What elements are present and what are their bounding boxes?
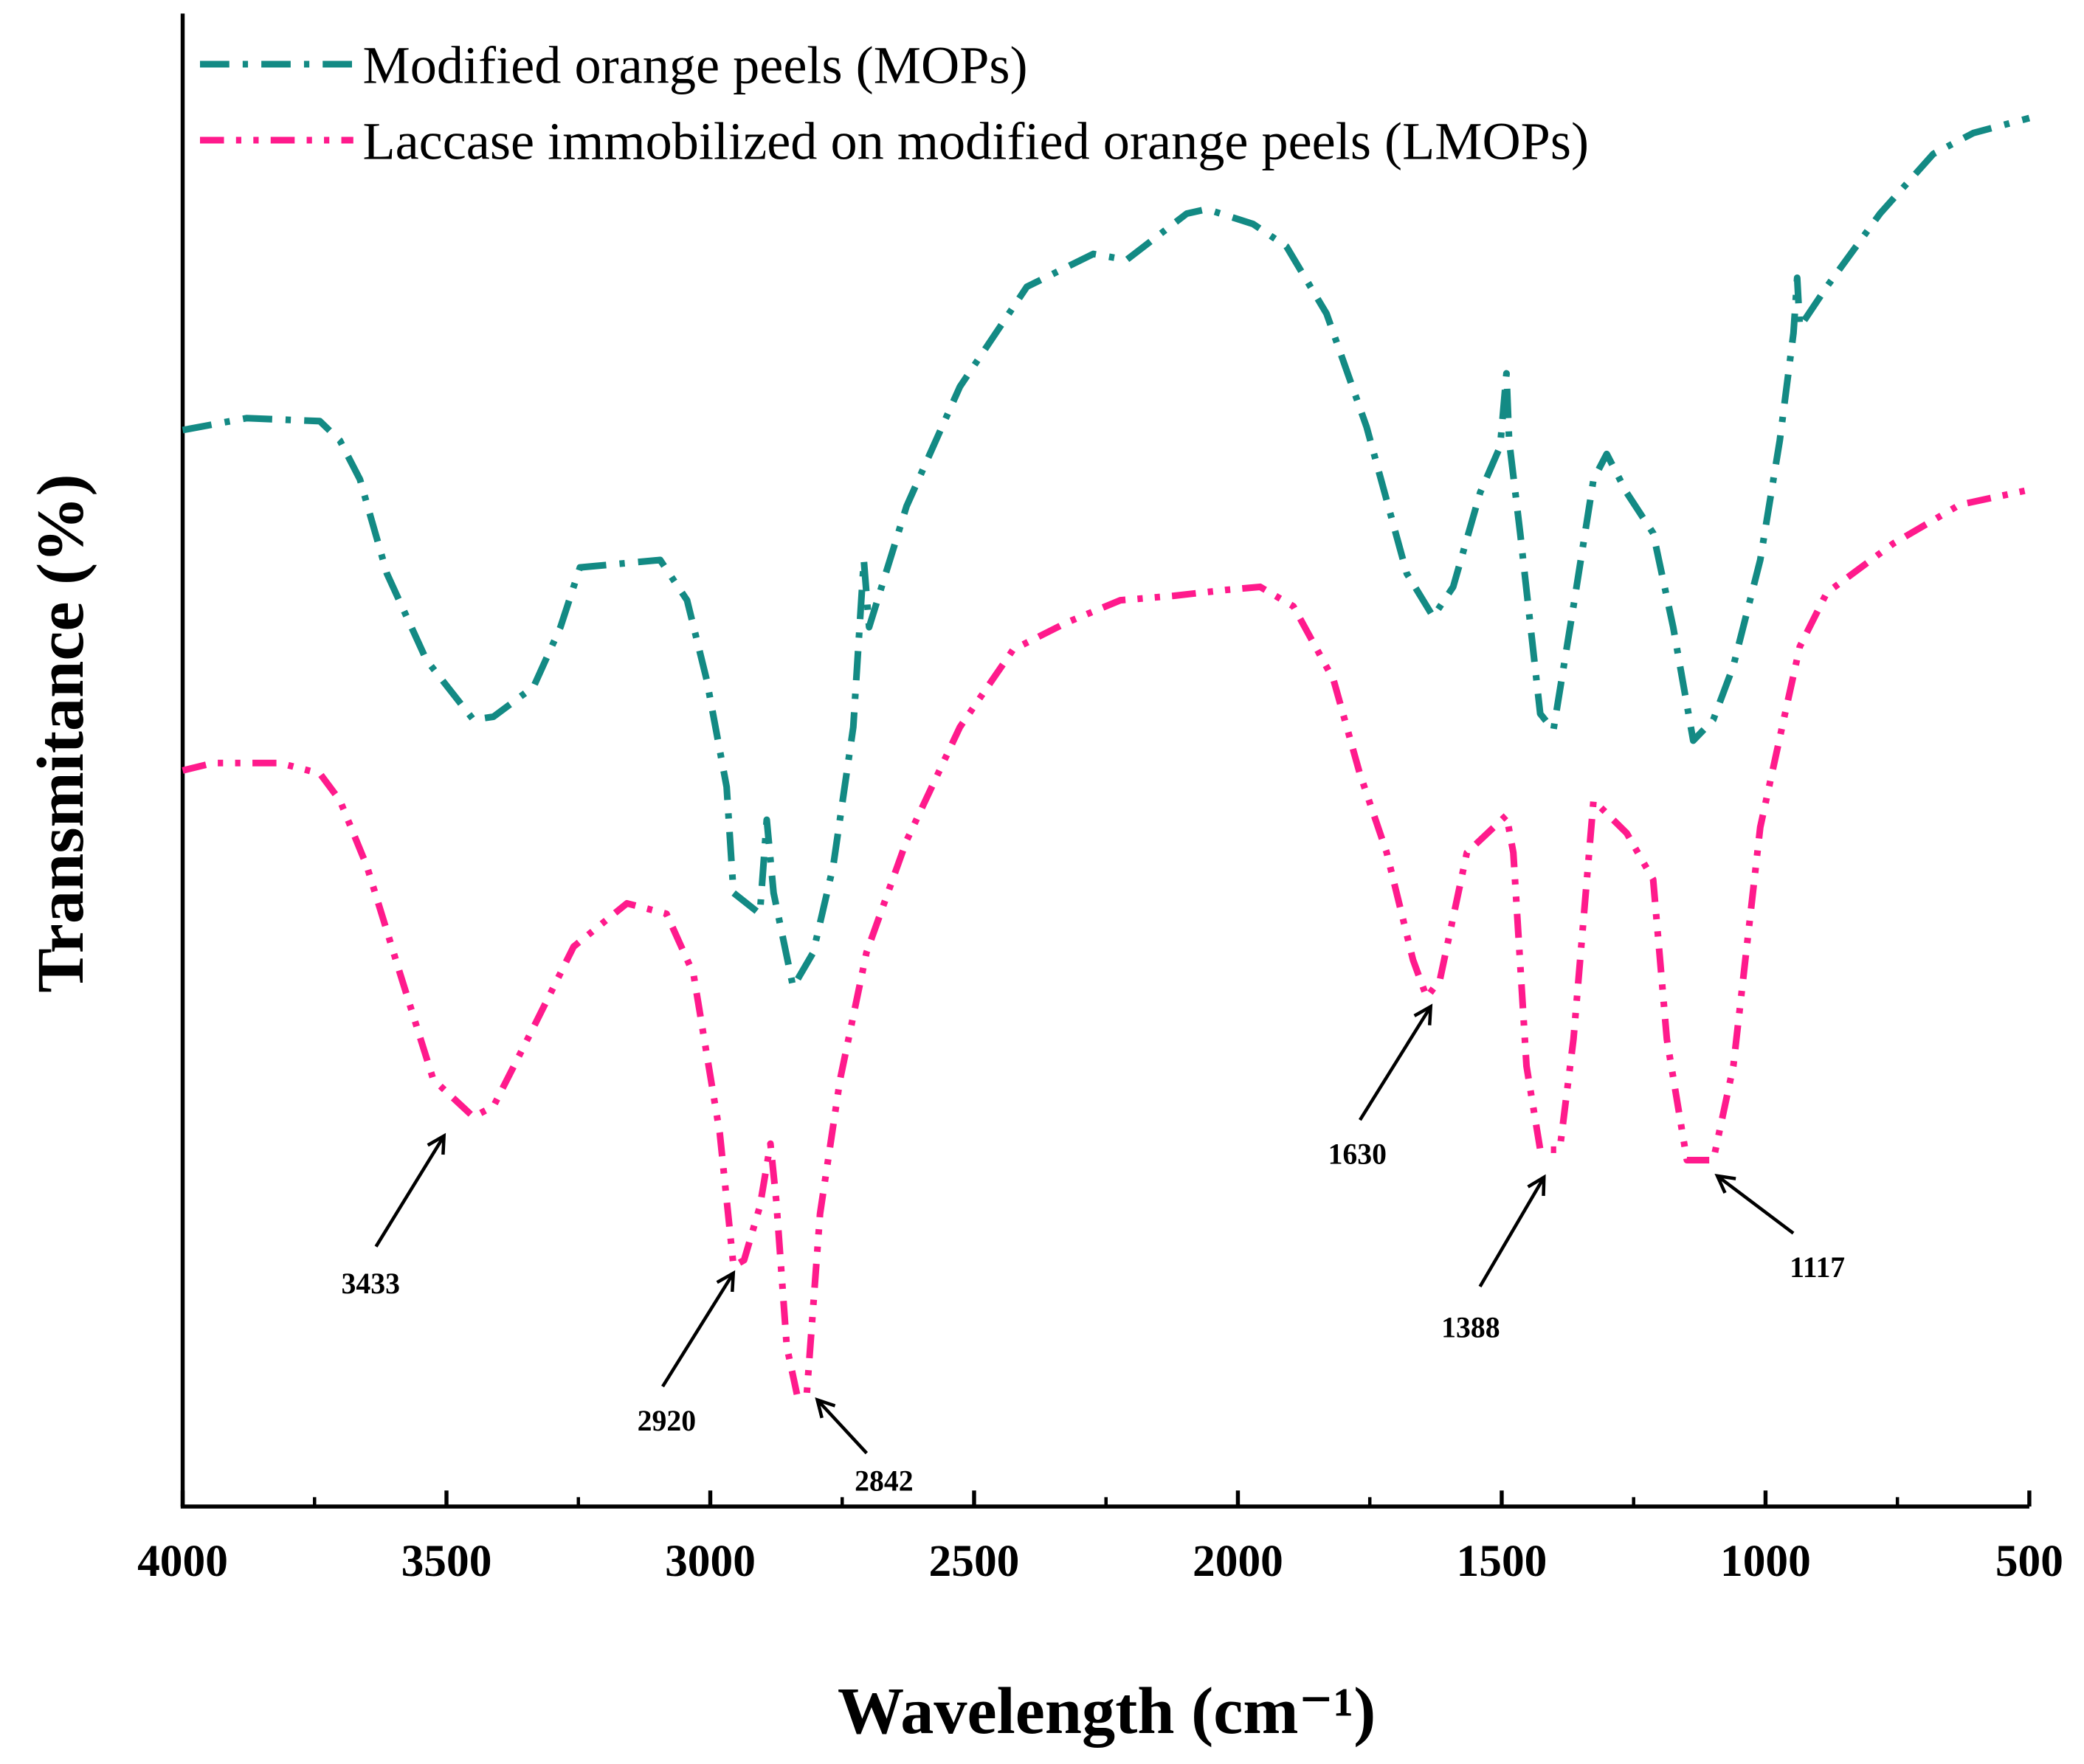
- legend-label: Modified orange peels (MOPs): [362, 35, 1027, 94]
- x-tick-label: 2500: [929, 1536, 1020, 1586]
- annotation-arrow: [1359, 1006, 1432, 1121]
- y-axis-title: Transmitance (%): [24, 474, 97, 992]
- x-tick-label: 1000: [1720, 1536, 1811, 1586]
- annotation-arrow: [661, 1272, 735, 1388]
- annotation-arrow: [1478, 1176, 1546, 1287]
- x-tick-label: 1500: [1457, 1536, 1548, 1586]
- series-line: [182, 114, 2031, 991]
- annotation-arrowhead: [427, 1132, 446, 1155]
- annotation-arrowhead: [815, 1397, 836, 1419]
- annotation-label: 2842: [855, 1464, 913, 1497]
- annotation-arrow: [374, 1135, 446, 1248]
- x-axis-title: Wavelength (cm⁻¹): [838, 1674, 1376, 1748]
- annotation-label: 1388: [1441, 1312, 1500, 1344]
- legend-label: Laccase immobilized on modified orange p…: [362, 111, 1589, 170]
- annotation-arrowhead: [1413, 1003, 1433, 1025]
- annotation-arrowhead: [1714, 1174, 1736, 1194]
- annotation-label: 1117: [1790, 1251, 1845, 1284]
- x-tick-label: 500: [1995, 1536, 2063, 1586]
- x-tick-label: 2000: [1193, 1536, 1283, 1586]
- annotation-arrow: [815, 1398, 869, 1455]
- annotation-arrowhead: [1527, 1174, 1546, 1197]
- annotation-arrowhead: [716, 1270, 736, 1293]
- annotation-label: 1630: [1328, 1138, 1387, 1171]
- series-line: [182, 486, 2030, 1400]
- annotation-arrow: [1716, 1175, 1795, 1235]
- x-tick-label: 3000: [665, 1536, 756, 1586]
- x-tick-label: 3500: [401, 1536, 492, 1586]
- annotation-label: 2920: [638, 1405, 696, 1437]
- x-tick-label: 4000: [137, 1536, 228, 1586]
- annotation-label: 3433: [342, 1267, 400, 1300]
